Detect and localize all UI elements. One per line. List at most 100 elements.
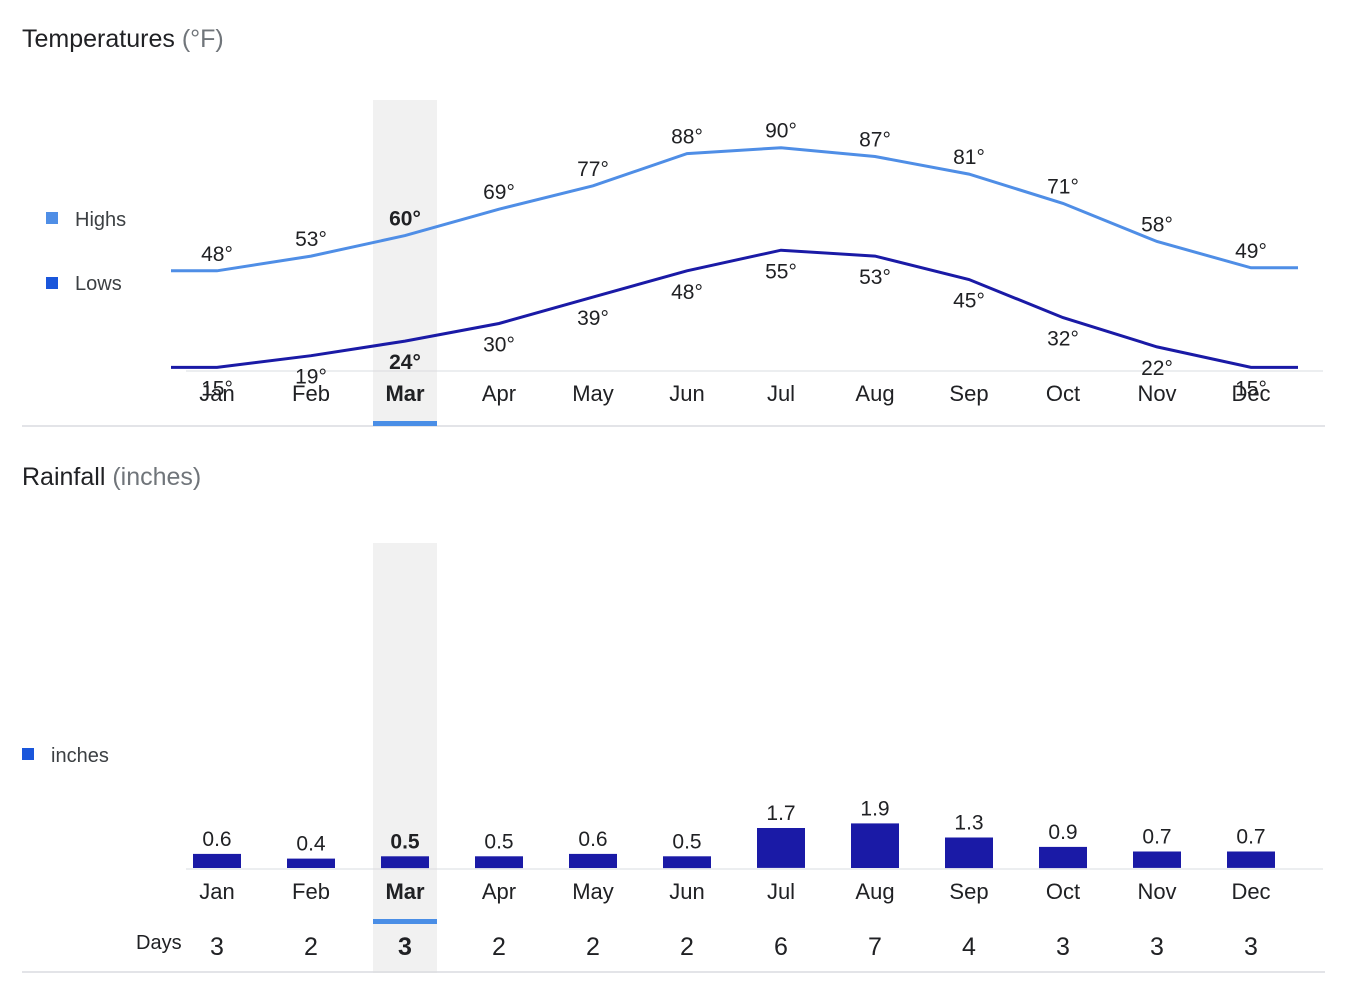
- rainfall-bar-jul[interactable]: [757, 828, 805, 868]
- rainfall-title-text: Rainfall: [22, 463, 106, 491]
- highs-value-label-dec: 49°: [1235, 240, 1267, 263]
- rain-days-value-sep: 4: [962, 933, 976, 961]
- lows-value-label-feb: 19°: [295, 366, 327, 389]
- lows-value-label-sep: 45°: [953, 290, 985, 313]
- temperature-month-label-jun[interactable]: Jun: [669, 381, 704, 406]
- selected-month-band-rainfall: [373, 543, 437, 973]
- rainfall-month-label-apr[interactable]: Apr: [482, 879, 516, 904]
- rainfall-month-label-aug[interactable]: Aug: [855, 879, 894, 904]
- rainfall-month-label-feb[interactable]: Feb: [292, 879, 330, 904]
- rainfall-bar-nov[interactable]: [1133, 851, 1181, 868]
- rainfall-bar-apr[interactable]: [475, 856, 523, 869]
- lows-value-label-jan: 15°: [201, 377, 233, 400]
- rainfall-bar-jun[interactable]: [663, 856, 711, 869]
- inches-legend-label: inches: [51, 745, 109, 767]
- rainfall-month-label-sep[interactable]: Sep: [949, 879, 988, 904]
- rainfall-bar-feb[interactable]: [287, 858, 335, 868]
- rain-days-value-feb: 2: [304, 933, 318, 961]
- rainfall-bar-mar[interactable]: [381, 856, 429, 869]
- highs-value-label-may: 77°: [577, 158, 609, 181]
- highs-value-label-apr: 69°: [483, 181, 515, 204]
- rainfall-value-label-aug: 1.9: [860, 797, 889, 820]
- lows-value-label-oct: 32°: [1047, 328, 1079, 351]
- rainfall-value-label-apr: 0.5: [484, 830, 513, 853]
- rainfall-month-label-may[interactable]: May: [572, 879, 614, 904]
- highs-value-label-sep: 81°: [953, 146, 985, 169]
- rainfall-bar-jan[interactable]: [193, 853, 241, 868]
- rainfall-value-label-dec: 0.7: [1236, 826, 1265, 849]
- inches-legend-swatch: [22, 748, 34, 760]
- days-row-label: Days: [136, 932, 182, 954]
- rainfall-month-label-nov[interactable]: Nov: [1137, 879, 1176, 904]
- lows-legend-swatch: [46, 277, 58, 289]
- highs-value-label-jan: 48°: [201, 243, 233, 266]
- selected-month-band-temperature: [373, 100, 437, 425]
- highs-legend-swatch: [46, 212, 58, 224]
- highs-value-label-oct: 71°: [1047, 175, 1079, 198]
- rainfall-month-label-oct[interactable]: Oct: [1046, 879, 1080, 904]
- temperature-month-label-jul[interactable]: Jul: [767, 381, 795, 406]
- lows-value-label-jul: 55°: [765, 260, 797, 283]
- rainfall-bar-oct[interactable]: [1039, 846, 1087, 869]
- rainfall-month-label-jul[interactable]: Jul: [767, 879, 795, 904]
- rainfall-value-label-mar: 0.5: [390, 830, 420, 853]
- lows-value-label-mar: 24°: [389, 351, 421, 374]
- temperature-month-label-feb[interactable]: Feb: [292, 381, 330, 406]
- rainfall-value-label-oct: 0.9: [1048, 821, 1077, 844]
- lows-value-label-nov: 22°: [1141, 357, 1173, 380]
- rain-days-value-may: 2: [586, 933, 600, 961]
- rain-days-value-jun: 2: [680, 933, 694, 961]
- highs-value-label-mar: 60°: [389, 208, 421, 231]
- temperature-month-label-mar[interactable]: Mar: [385, 381, 425, 406]
- temperature-unit: (°F): [181, 25, 224, 53]
- lows-value-label-apr: 30°: [483, 334, 515, 357]
- temperature-title-text: Temperatures: [22, 25, 175, 53]
- rainfall-bar-dec[interactable]: [1227, 851, 1275, 868]
- rainfall-month-label-dec[interactable]: Dec: [1231, 879, 1270, 904]
- temperature-month-label-oct[interactable]: Oct: [1046, 381, 1080, 406]
- highs-value-label-nov: 58°: [1141, 214, 1173, 237]
- rainfall-value-label-jul: 1.7: [766, 802, 795, 825]
- rainfall-value-label-sep: 1.3: [954, 812, 983, 835]
- rainfall-bar-may[interactable]: [569, 853, 617, 868]
- rainfall-bar-aug[interactable]: [851, 823, 899, 868]
- lows-line: [171, 248, 1298, 369]
- rain-days-value-apr: 2: [492, 933, 506, 961]
- lows-legend-label: Lows: [75, 273, 122, 295]
- lows-value-label-aug: 53°: [859, 266, 891, 289]
- rainfall-month-label-mar[interactable]: Mar: [385, 879, 425, 904]
- highs-value-label-jun: 88°: [671, 126, 703, 149]
- rainfall-unit: (inches): [112, 463, 202, 491]
- temperature-chart-title: Temperatures (°F): [22, 25, 224, 54]
- temperature-month-label-apr[interactable]: Apr: [482, 381, 516, 406]
- highs-value-label-feb: 53°: [295, 228, 327, 251]
- rain-days-value-jul: 6: [774, 933, 788, 961]
- rain-days-value-aug: 7: [868, 933, 882, 961]
- rain-days-value-jan: 3: [210, 933, 224, 961]
- rainfall-value-label-jan: 0.6: [202, 828, 231, 851]
- rainfall-value-label-jun: 0.5: [672, 830, 701, 853]
- temperature-month-label-nov[interactable]: Nov: [1137, 381, 1176, 406]
- rainfall-value-label-may: 0.6: [578, 828, 607, 851]
- rainfall-bar-sep[interactable]: [945, 837, 993, 869]
- rainfall-value-label-feb: 0.4: [296, 833, 326, 856]
- rainfall-selected-marker[interactable]: [373, 919, 437, 924]
- rainfall-chart-title: Rainfall (inches): [22, 463, 201, 492]
- temperature-month-label-aug[interactable]: Aug: [855, 381, 894, 406]
- rain-days-value-nov: 3: [1150, 933, 1164, 961]
- rainfall-value-label-nov: 0.7: [1142, 826, 1171, 849]
- rain-days-value-dec: 3: [1244, 933, 1258, 961]
- highs-line: [171, 146, 1298, 273]
- temperature-month-label-sep[interactable]: Sep: [949, 381, 988, 406]
- highs-value-label-jul: 90°: [765, 120, 797, 143]
- lows-value-label-may: 39°: [577, 307, 609, 330]
- highs-legend-label: Highs: [75, 209, 126, 231]
- temperature-month-label-may[interactable]: May: [572, 381, 614, 406]
- rainfall-month-label-jun[interactable]: Jun: [669, 879, 704, 904]
- temperature-month-label-jan[interactable]: Jan: [199, 381, 234, 406]
- rainfall-month-label-jan[interactable]: Jan: [199, 879, 234, 904]
- temperature-selected-marker[interactable]: [373, 421, 437, 426]
- lows-value-label-dec: 15°: [1235, 377, 1267, 400]
- temperature-month-label-dec[interactable]: Dec: [1231, 381, 1270, 406]
